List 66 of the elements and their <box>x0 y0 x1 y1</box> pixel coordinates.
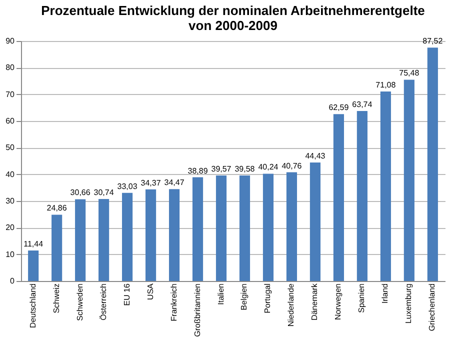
text: von 2000-2009 <box>188 18 278 33</box>
data-label: 40,76 <box>282 161 302 170</box>
x-tick-label: Norwegen <box>334 284 343 320</box>
x-tick-label: Frankreich <box>169 284 178 322</box>
bar <box>333 114 344 281</box>
bar <box>75 199 86 281</box>
y-tick-label: 40 <box>6 170 16 179</box>
data-label: 38,89 <box>188 166 208 176</box>
bar <box>192 177 204 281</box>
y-tick-label: 10 <box>6 250 16 259</box>
x-tick-label: Schweden <box>75 284 84 321</box>
x-tick-label: Irland <box>380 284 390 304</box>
bar <box>52 214 62 281</box>
data-label: 34,37 <box>140 178 162 188</box>
bar <box>427 48 438 281</box>
x-tick-label: USA <box>146 282 155 300</box>
data-label: 30,66 <box>70 188 91 198</box>
x-tick-label: Portugal <box>263 283 272 314</box>
x-tick-label: Belgien <box>240 284 249 310</box>
data-label: 33,03 <box>117 182 138 191</box>
data-label: 63,74 <box>352 100 373 110</box>
x-tick-label: Großbritannien <box>192 284 202 337</box>
y-tick-label: 90 <box>6 36 16 46</box>
bar <box>122 192 133 281</box>
data-label: 62,59 <box>328 103 350 112</box>
x-tick-label: Österreich <box>98 284 108 320</box>
data-label: 87,52 <box>422 36 444 46</box>
x-tick-label: Niederlande <box>286 282 296 327</box>
y-tick-label: 20 <box>6 223 16 232</box>
bar <box>146 189 156 281</box>
data-label: 11,44 <box>24 239 44 248</box>
bar <box>216 175 227 281</box>
x-tick-label: Italien <box>216 284 226 305</box>
x-tick-label: Dänemark <box>310 282 320 320</box>
y-tick-label: 70 <box>6 90 16 99</box>
text: Prozentuale Entwicklung der nominalen Arbeitnehmerentgelte <box>41 3 425 18</box>
data-label: 34,47 <box>164 178 185 188</box>
data-label: 30,74 <box>94 188 114 198</box>
x-tick-label: EU 16 <box>122 282 132 306</box>
data-label: 44,43 <box>305 152 326 161</box>
data-label: 24,86 <box>46 204 68 213</box>
x-tick-label: Schweiz <box>52 284 61 314</box>
y-tick-label: 50 <box>6 143 16 152</box>
bar <box>262 174 274 281</box>
y-tick-label: 80 <box>6 63 16 72</box>
data-label: 75,48 <box>399 68 420 78</box>
bar <box>404 80 414 281</box>
x-tick-label: Deutschland <box>28 284 38 328</box>
bar <box>168 189 180 281</box>
y-tick-label: 0 <box>10 276 16 286</box>
y-tick-label: 30 <box>6 196 16 206</box>
data-label: 39,57 <box>211 164 232 174</box>
data-label: 40,24 <box>258 162 279 172</box>
x-tick-label: Griechenland <box>428 284 437 332</box>
bar <box>239 175 250 281</box>
bar <box>28 250 39 281</box>
bar <box>380 91 391 281</box>
x-tick-label: Spanien <box>357 284 366 313</box>
data-label: 71,08 <box>376 80 396 90</box>
bar <box>356 111 368 281</box>
data-label: 39,58 <box>234 164 256 174</box>
bar <box>98 199 110 281</box>
bar <box>286 172 298 281</box>
x-tick-label: Luxemburg <box>404 284 414 324</box>
bar <box>310 162 320 281</box>
y-tick-label: 60 <box>6 116 16 126</box>
